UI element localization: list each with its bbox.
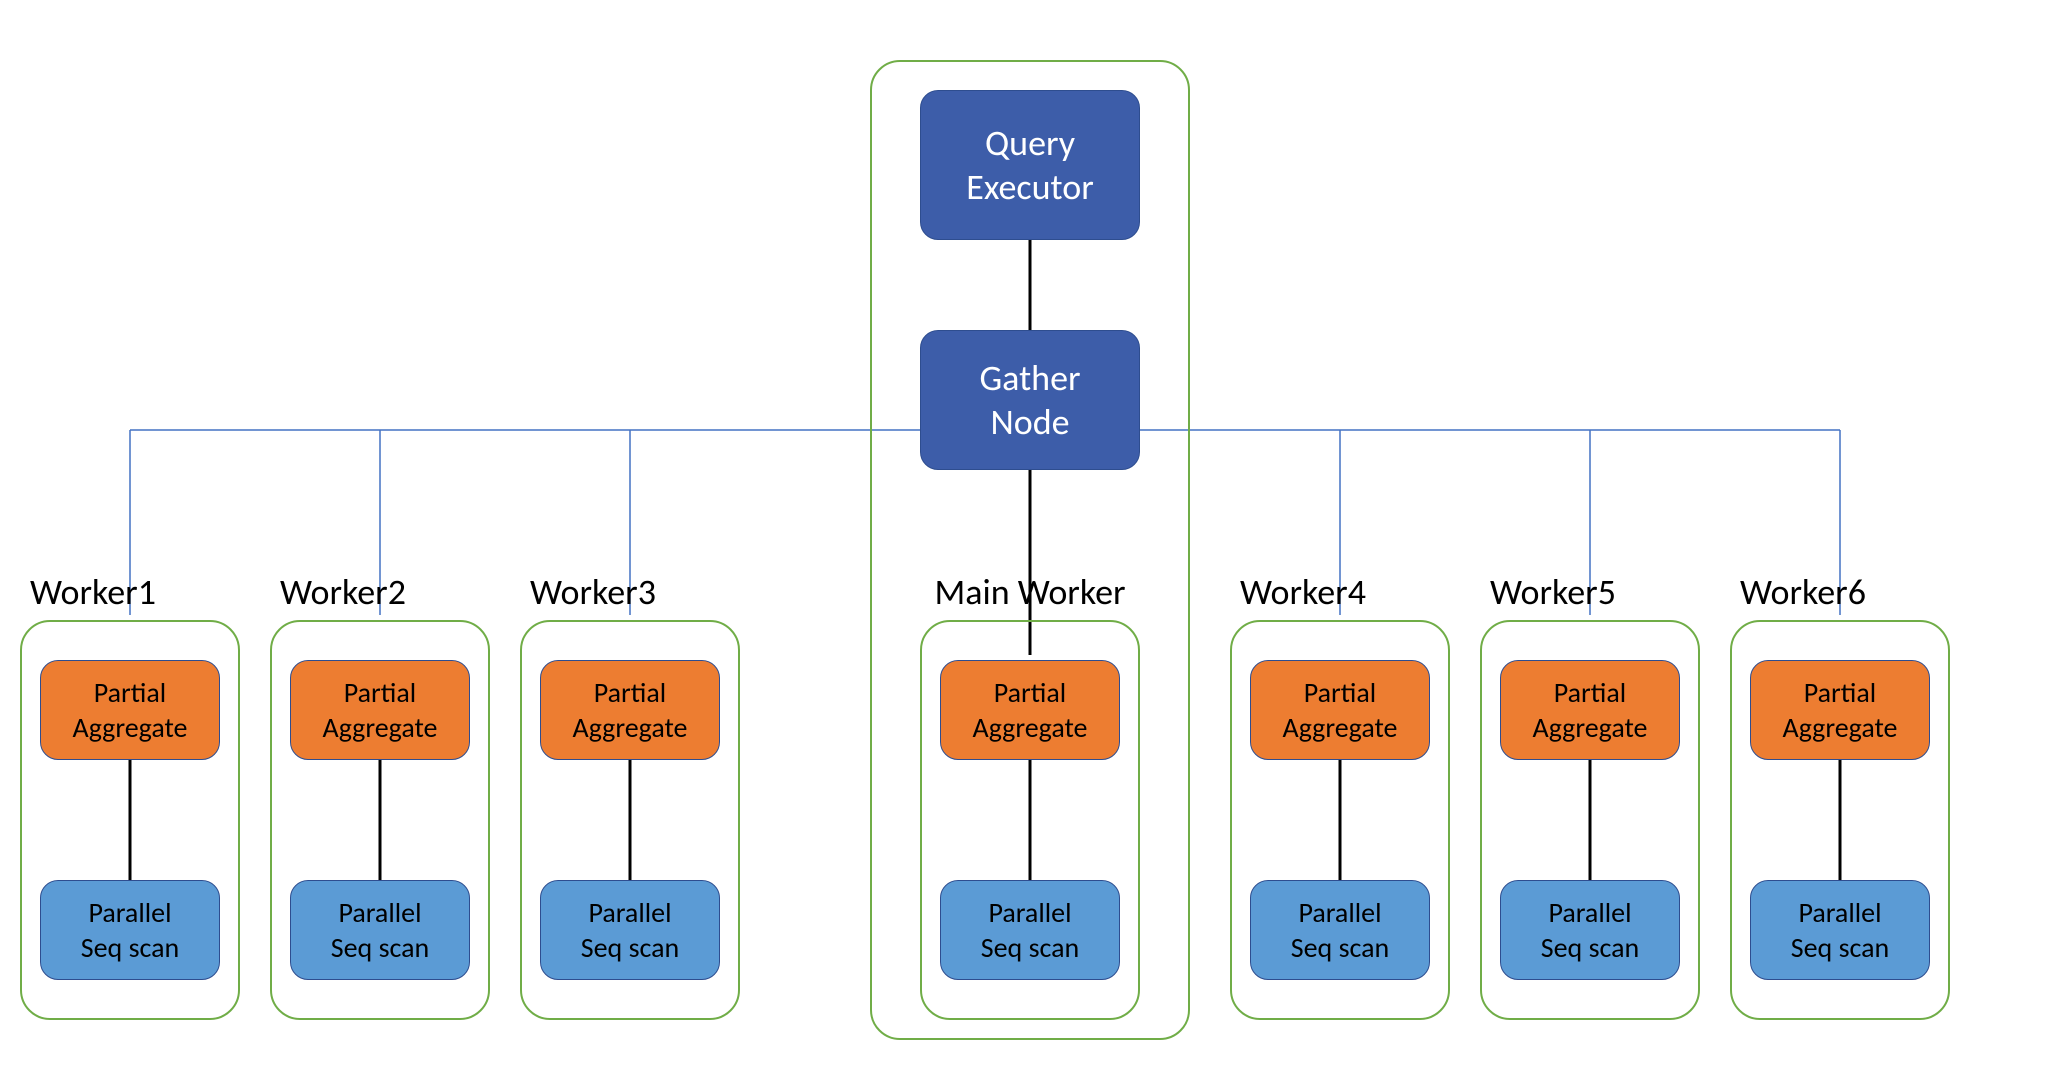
worker-label-4: Worker4	[1240, 570, 1366, 614]
parallel-seqscan-6: Parallel Seq scan	[1750, 880, 1930, 980]
partial-aggregate-0: Partial Aggregate	[40, 660, 220, 760]
parallel-seqscan-3: Parallel Seq scan	[940, 880, 1120, 980]
partial-aggregate-3: Partial Aggregate	[940, 660, 1120, 760]
worker-label-6: Worker6	[1740, 570, 1866, 614]
query-executor-node: Query Executor	[920, 90, 1140, 240]
parallel-seqscan-4: Parallel Seq scan	[1250, 880, 1430, 980]
gather-node: Gather Node	[920, 330, 1140, 470]
worker-label-5: Worker5	[1490, 570, 1616, 614]
worker-label-0: Worker1	[30, 570, 156, 614]
partial-aggregate-1: Partial Aggregate	[290, 660, 470, 760]
partial-aggregate-5: Partial Aggregate	[1500, 660, 1680, 760]
partial-aggregate-2: Partial Aggregate	[540, 660, 720, 760]
worker-label-2: Worker3	[530, 570, 656, 614]
diagram-stage: Query Executor Gather Node Worker1 Partial …	[0, 0, 2062, 1076]
worker-label-1: Worker2	[280, 570, 406, 614]
parallel-seqscan-0: Parallel Seq scan	[40, 880, 220, 980]
partial-aggregate-6: Partial Aggregate	[1750, 660, 1930, 760]
parallel-seqscan-2: Parallel Seq scan	[540, 880, 720, 980]
main-worker-label: Main Worker	[845, 570, 1215, 614]
parallel-seqscan-5: Parallel Seq scan	[1500, 880, 1680, 980]
parallel-seqscan-1: Parallel Seq scan	[290, 880, 470, 980]
partial-aggregate-4: Partial Aggregate	[1250, 660, 1430, 760]
